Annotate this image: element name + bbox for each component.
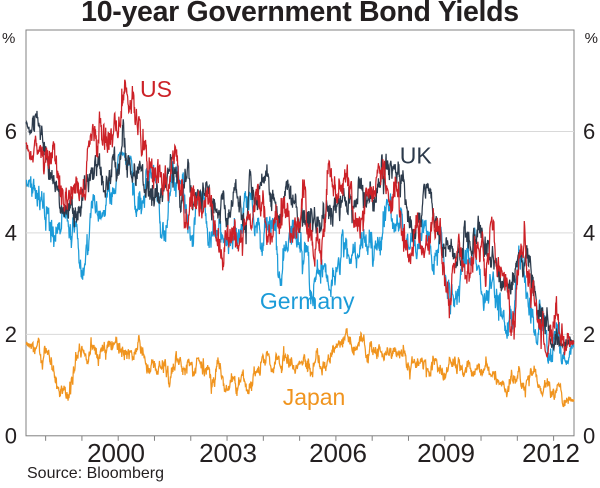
svg-text:4: 4 (583, 220, 595, 245)
svg-text:UK: UK (400, 142, 433, 168)
svg-text:Germany: Germany (260, 288, 355, 314)
svg-text:2000: 2000 (87, 438, 145, 468)
svg-text:0: 0 (5, 423, 17, 448)
svg-text:4: 4 (5, 220, 17, 245)
svg-text:2012: 2012 (522, 438, 580, 468)
svg-text:2006: 2006 (309, 438, 367, 468)
svg-text:6: 6 (5, 119, 17, 144)
svg-text:0: 0 (583, 423, 595, 448)
svg-text:2003: 2003 (199, 438, 257, 468)
svg-text:2: 2 (5, 322, 17, 347)
svg-text:6: 6 (583, 119, 595, 144)
svg-text:US: US (140, 76, 172, 102)
svg-text:Japan: Japan (283, 384, 346, 410)
svg-text:2009: 2009 (417, 438, 475, 468)
svg-text:2: 2 (583, 322, 595, 347)
